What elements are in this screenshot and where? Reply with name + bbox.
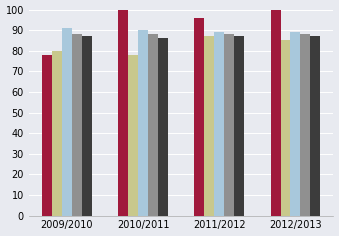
Bar <box>214 32 224 215</box>
Bar <box>204 36 214 215</box>
Bar <box>128 55 138 215</box>
Bar <box>52 51 62 215</box>
Bar <box>271 9 280 215</box>
Bar <box>158 38 168 215</box>
Bar <box>224 34 234 215</box>
Bar <box>280 40 291 215</box>
Bar <box>62 28 72 215</box>
Bar <box>300 34 310 215</box>
Bar <box>118 9 128 215</box>
Bar <box>195 18 204 215</box>
Bar <box>291 32 300 215</box>
Bar <box>82 36 92 215</box>
Bar <box>42 55 52 215</box>
Bar <box>310 36 320 215</box>
Bar <box>234 36 244 215</box>
Bar <box>72 34 82 215</box>
Bar <box>148 34 158 215</box>
Bar <box>138 30 148 215</box>
